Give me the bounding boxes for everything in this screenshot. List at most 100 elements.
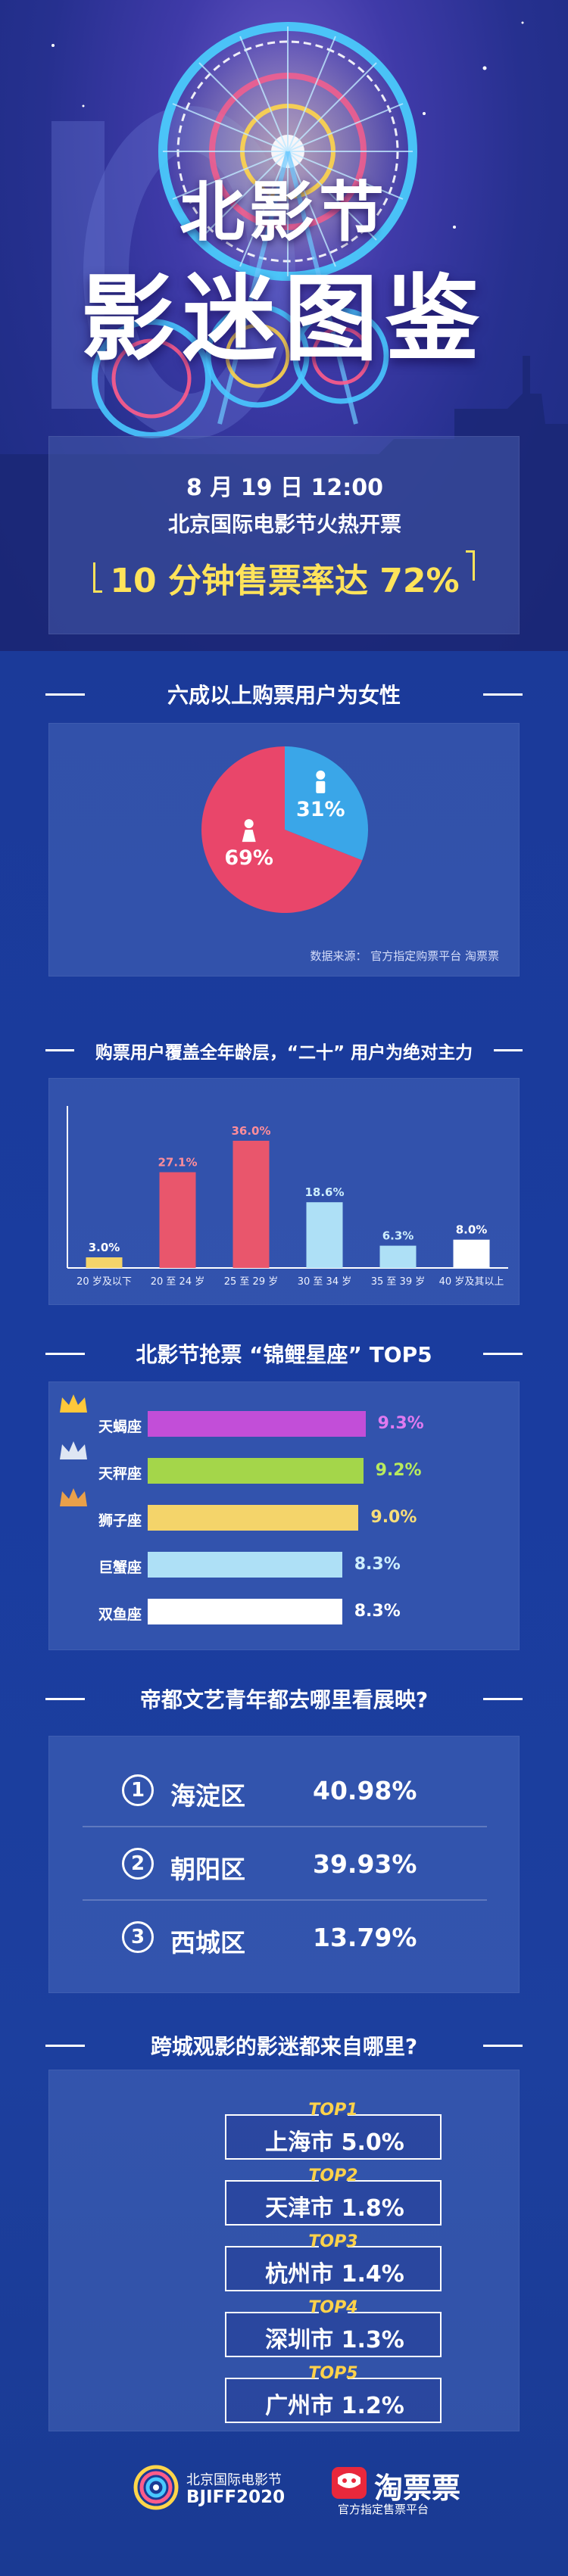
age-bar-value: 6.3% (382, 1229, 414, 1243)
bracket-left-decoration (93, 562, 102, 593)
city-text: 天津市 1.8% (265, 2195, 404, 2222)
city-item: 上海市 5.0% TOP1 (225, 2101, 442, 2160)
age-section-header: 购票用户覆盖全年龄层，“二十” 用户为绝对主力 (0, 1033, 568, 1067)
city-item: 广州市 1.2% TOP5 (225, 2364, 442, 2423)
age-heading: 购票用户覆盖全年龄层，“二十” 用户为绝对主力 (95, 1043, 473, 1063)
pie-slice-female (201, 746, 363, 913)
zodiac-section-header: 北影节抢票 “锦鲤星座” TOP5 (0, 1337, 568, 1370)
bracket-right-decoration (466, 550, 475, 581)
city-item: 深圳市 1.3% TOP4 (225, 2298, 442, 2357)
zodiac-value: 8.3% (354, 1555, 401, 1574)
hero-highlight: 10 分钟售票率达 72% (110, 562, 460, 600)
age-bar (379, 1245, 417, 1268)
age-bar-value: 18.6% (304, 1185, 344, 1199)
zodiac-bar (148, 1552, 342, 1578)
city-box: 天津市 1.8% (225, 2180, 442, 2226)
zodiac-name: 巨蟹座 (98, 1559, 142, 1576)
city-box: 广州市 1.2% (225, 2378, 442, 2423)
header-line-left (45, 2045, 85, 2047)
age-category-label: 25 至 29 岁 (224, 1276, 278, 1288)
age-card: 3.0% 20 岁及以下 27.1% 20 至 24 岁 36.0% 25 至 29 岁 1… (48, 1078, 520, 1305)
zodiac-value: 9.0% (370, 1508, 417, 1527)
zodiac-value: 9.2% (375, 1461, 422, 1480)
gold-crown-icon (60, 1394, 87, 1413)
zodiac-row: 天秤座 9.2% (49, 1441, 520, 1484)
zodiac-bar (148, 1458, 364, 1484)
bjiff-name-cn: 北京国际电影节 (186, 2472, 282, 2488)
district-name: 海淀区 (170, 1781, 245, 1811)
age-category-label: 35 至 39 岁 (371, 1276, 425, 1288)
male-icon (316, 770, 326, 793)
age-category-label: 20 至 24 岁 (151, 1276, 204, 1288)
age-category-label: 30 至 34 岁 (298, 1276, 351, 1288)
gender-heading: 六成以上购票用户为女性 (167, 683, 401, 708)
district-name: 朝阳区 (170, 1855, 245, 1884)
gender-pie-chart: 31% 69% (201, 746, 368, 913)
city-section-header: 跨城观影的影迷都来自哪里? (0, 2029, 568, 2062)
city-box: 深圳市 1.3% (225, 2312, 442, 2357)
age-bar (233, 1141, 270, 1268)
district-section-header: 帝都文艺青年都去哪里看展映? (0, 1682, 568, 1715)
zodiac-value: 8.3% (354, 1602, 401, 1621)
city-rank: TOP4 (308, 2298, 358, 2317)
city-text: 广州市 1.2% (265, 2393, 404, 2419)
rank-circle: 3 (122, 1921, 154, 1953)
age-category-label: 20 岁及以下 (76, 1276, 132, 1288)
box-gap (319, 2310, 348, 2313)
gender-card: 31% 69% 数据来源： 官方指定购票平台 淘票票 (48, 723, 520, 977)
city-box: 上海市 5.0% (225, 2114, 442, 2160)
age-bar (159, 1172, 196, 1268)
zodiac-name: 天秤座 (98, 1466, 142, 1482)
district-value: 13.79% (313, 1923, 417, 1952)
box-gap (319, 2376, 348, 2379)
age-bar-chart: 3.0% 20 岁及以下 27.1% 20 至 24 岁 36.0% 25 至 29 岁 1… (67, 1106, 508, 1288)
taopiaopiao-logo-icon (332, 2467, 367, 2499)
age-bar-value: 36.0% (231, 1124, 270, 1138)
header-line-right (483, 1353, 523, 1355)
zodiac-row: 天蝎座 9.3% (49, 1394, 520, 1437)
gender-section-header: 六成以上购票用户为女性 (0, 677, 568, 711)
header-line-left (45, 693, 85, 696)
district-value: 40.98% (313, 1776, 417, 1805)
city-rank: TOP3 (308, 2232, 358, 2251)
divider (83, 1899, 487, 1901)
silver-crown-icon (60, 1441, 87, 1459)
female-icon (242, 819, 256, 843)
box-gap (319, 2244, 348, 2247)
header-line-right (494, 1049, 523, 1051)
header-line-left (45, 1049, 74, 1051)
header-line-left (45, 1698, 85, 1700)
city-text: 杭州市 1.4% (265, 2261, 404, 2288)
taopiaopiao-name: 淘票票 (374, 2472, 461, 2505)
hero-info-box: 8 月 19 日 12:00 北京国际电影节火热开票 10 分钟售票率达 72% (48, 436, 520, 634)
city-rank: TOP5 (308, 2364, 358, 2383)
age-category-label: 40 岁及其以上 (439, 1276, 504, 1288)
divider (83, 1826, 487, 1827)
bjiff-name-en: BJIFF2020 (186, 2487, 286, 2507)
pie-slice-male (285, 746, 368, 861)
city-text: 上海市 5.0% (265, 2129, 404, 2156)
age-bar-value: 27.1% (158, 1156, 197, 1170)
hero-banner: 北影节 影迷图鉴 8 月 19 日 12:00 北京国际电影节火热开票 10 分… (0, 0, 568, 651)
city-box: 杭州市 1.4% (225, 2246, 442, 2291)
city-rank: TOP2 (308, 2166, 358, 2185)
city-rank: TOP1 (308, 2101, 358, 2120)
taopiaopiao-subtitle: 官方指定售票平台 (338, 2503, 429, 2516)
zodiac-name: 狮子座 (98, 1512, 142, 1529)
city-card: 上海市 5.0% TOP1 天津市 1.8% TOP2 杭州市 1.4% TOP… (48, 2070, 520, 2431)
header-line-left (45, 1353, 85, 1355)
zodiac-bar (148, 1599, 342, 1624)
zodiac-heading: 北影节抢票 “锦鲤星座” TOP5 (136, 1342, 432, 1367)
city-item: 杭州市 1.4% TOP3 (225, 2232, 442, 2291)
header-line-right (483, 693, 523, 696)
pie-slice-label: 31% (296, 798, 345, 821)
zodiac-row: 巨蟹座 8.3% (49, 1552, 520, 1578)
district-card: 1 海淀区 40.98% 2 朝阳区 39.93% 3 西城区 13.79% (48, 1736, 520, 1993)
pie-slice-label: 69% (224, 846, 273, 870)
city-item: 天津市 1.8% TOP2 (225, 2166, 442, 2226)
zodiac-name: 天蝎座 (98, 1419, 142, 1435)
zodiac-value: 9.3% (377, 1414, 424, 1433)
header-line-right (483, 1698, 523, 1700)
zodiac-bar (148, 1411, 366, 1437)
box-gap (319, 2179, 348, 2182)
